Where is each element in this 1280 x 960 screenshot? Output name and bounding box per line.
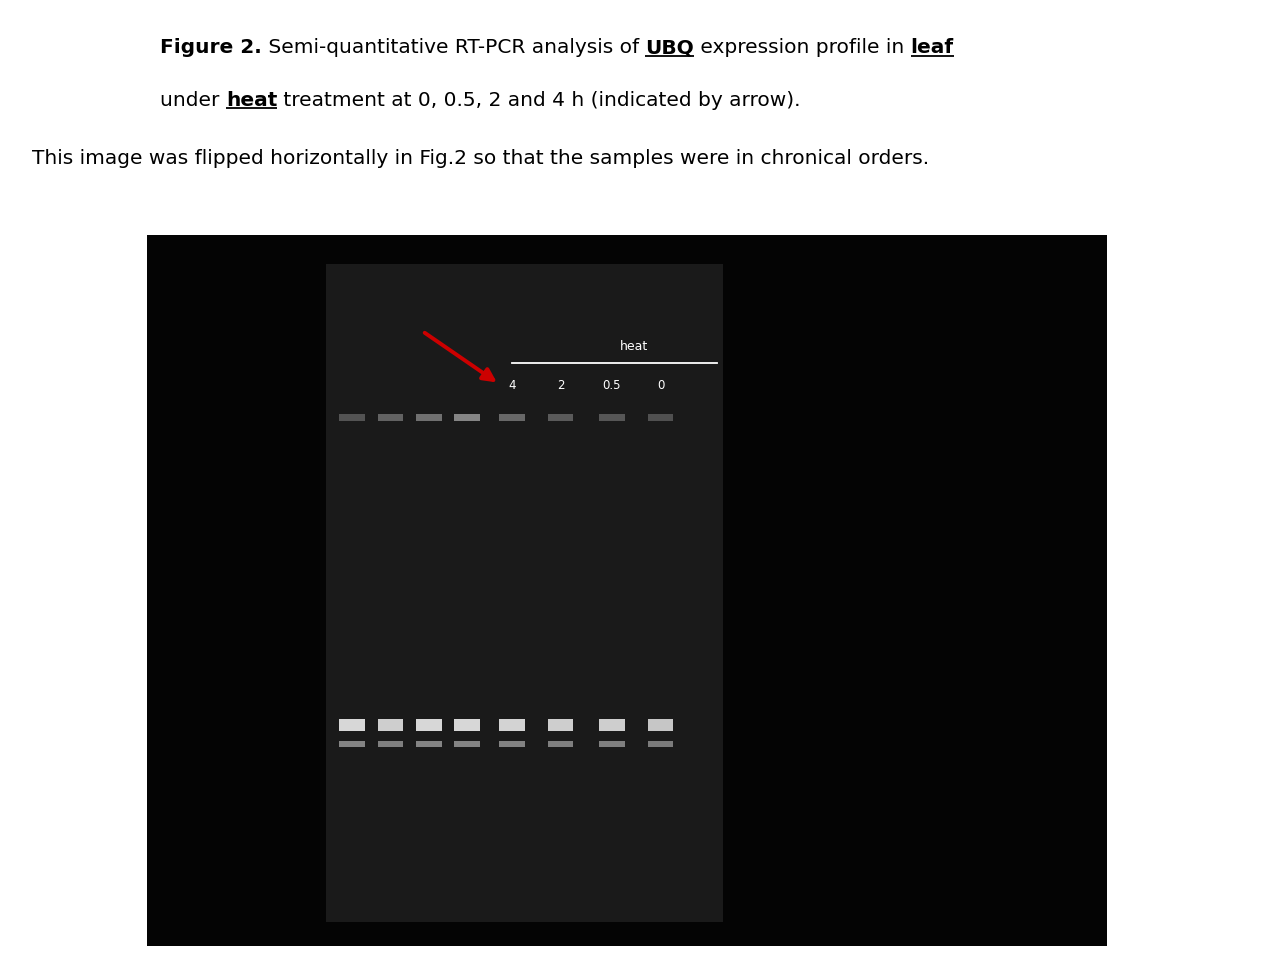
Bar: [648, 741, 673, 747]
Text: 4: 4: [508, 379, 516, 393]
Text: heat: heat: [225, 91, 278, 110]
Bar: [334, 270, 716, 916]
Bar: [403, 322, 646, 864]
Bar: [365, 293, 685, 893]
Text: Semi-quantitative RT-PCR analysis of: Semi-quantitative RT-PCR analysis of: [261, 38, 645, 58]
Bar: [599, 719, 625, 731]
Text: heat: heat: [620, 340, 648, 353]
Bar: [396, 316, 654, 870]
Bar: [454, 741, 480, 747]
Text: Figure 2.: Figure 2.: [160, 38, 261, 58]
Bar: [499, 719, 525, 731]
Bar: [342, 276, 708, 910]
Bar: [648, 719, 673, 731]
Bar: [378, 719, 403, 731]
Bar: [416, 719, 442, 731]
Bar: [548, 415, 573, 420]
Bar: [357, 287, 692, 899]
Bar: [454, 719, 480, 731]
Bar: [599, 741, 625, 747]
Text: under: under: [160, 91, 225, 110]
Bar: [411, 327, 639, 858]
Bar: [426, 339, 623, 847]
Bar: [339, 741, 365, 747]
Bar: [416, 415, 442, 420]
Text: This image was flipped horizontally in Fig.2 so that the samples were in chronic: This image was flipped horizontally in F…: [32, 149, 929, 168]
Bar: [648, 415, 673, 420]
Bar: [147, 235, 1107, 946]
Text: expression profile in: expression profile in: [694, 38, 910, 58]
Text: 0: 0: [657, 379, 664, 393]
Bar: [599, 415, 625, 420]
Text: 0.5: 0.5: [603, 379, 621, 393]
Bar: [378, 741, 403, 747]
Bar: [548, 719, 573, 731]
Bar: [326, 264, 723, 922]
Bar: [326, 264, 723, 922]
Bar: [499, 741, 525, 747]
Bar: [388, 310, 662, 876]
Text: treatment at 0, 0.5, 2 and 4 h (indicated by arrow).: treatment at 0, 0.5, 2 and 4 h (indicate…: [278, 91, 800, 110]
Bar: [380, 304, 669, 881]
Text: UBQ: UBQ: [645, 38, 694, 58]
Bar: [548, 741, 573, 747]
Bar: [434, 345, 616, 841]
Bar: [454, 415, 480, 420]
Text: leaf: leaf: [910, 38, 954, 58]
Bar: [419, 333, 631, 852]
Text: 2: 2: [557, 379, 564, 393]
Bar: [349, 281, 700, 904]
Bar: [339, 415, 365, 420]
Bar: [378, 415, 403, 420]
Bar: [339, 719, 365, 731]
Bar: [416, 741, 442, 747]
Bar: [499, 415, 525, 420]
Bar: [372, 299, 677, 887]
